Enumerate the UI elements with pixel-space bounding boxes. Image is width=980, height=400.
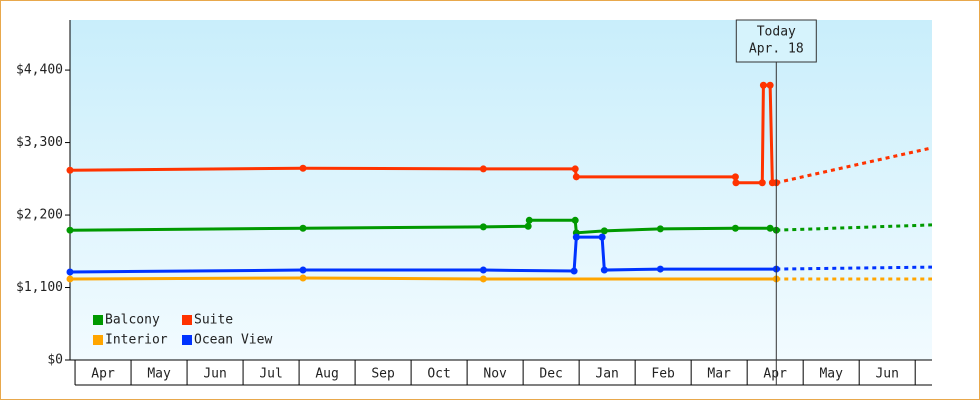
point <box>572 173 580 181</box>
legend-swatch <box>182 315 192 325</box>
today-box <box>735 19 817 63</box>
point <box>299 164 307 172</box>
point <box>524 222 532 230</box>
series-line <box>69 218 777 235</box>
point <box>732 179 740 187</box>
x-tick-label: Dec <box>539 367 562 382</box>
point <box>598 233 606 241</box>
point <box>66 268 74 276</box>
y-tick-label: $2,200 <box>16 208 63 223</box>
today-label: Apr. 18 <box>749 42 804 57</box>
point <box>525 216 533 224</box>
point <box>758 179 766 187</box>
legend-label: Suite <box>194 313 233 328</box>
point <box>731 224 739 232</box>
point <box>66 166 74 174</box>
x-tick-label: Feb <box>651 367 675 382</box>
point <box>600 227 608 235</box>
plot-area <box>70 20 932 360</box>
legend-swatch <box>93 335 103 345</box>
forecast-line <box>775 146 933 185</box>
point <box>766 224 774 232</box>
point <box>479 223 487 231</box>
forecast-line <box>776 223 933 232</box>
y-tick-label: $1,100 <box>16 280 63 295</box>
point <box>571 216 579 224</box>
x-tick-label: Sep <box>371 367 395 382</box>
y-tick-label: $4,400 <box>16 63 63 78</box>
point <box>572 233 580 241</box>
legend-swatch <box>182 335 192 345</box>
point <box>766 81 774 89</box>
point <box>656 225 664 233</box>
x-tick-label: Jun <box>875 367 898 382</box>
x-tick-label: Jul <box>259 367 282 382</box>
point <box>66 275 74 283</box>
point <box>299 266 307 274</box>
x-tick-label: Oct <box>427 367 450 382</box>
x-tick-label: May <box>819 367 843 382</box>
legend-label: Interior <box>105 333 168 348</box>
x-tick-label: May <box>147 367 171 382</box>
series-line <box>69 276 777 281</box>
legend-swatch <box>93 315 103 325</box>
point <box>571 165 579 173</box>
legend-label: Balcony <box>105 313 160 328</box>
point <box>479 266 487 274</box>
x-tick-label: Jan <box>595 367 618 382</box>
x-tick-label: Mar <box>707 367 731 382</box>
x-tick-label: Jun <box>203 367 226 382</box>
point <box>479 275 487 283</box>
point <box>299 224 307 232</box>
point <box>759 81 767 89</box>
forecast-line <box>776 265 933 271</box>
point <box>600 266 608 274</box>
point <box>656 265 664 273</box>
point <box>479 165 487 173</box>
x-tick-label: Aug <box>315 367 338 382</box>
x-tick-label: Apr <box>91 367 115 382</box>
x-tick-label: Nov <box>483 367 507 382</box>
point <box>731 173 739 181</box>
point <box>299 274 307 282</box>
point <box>66 226 74 234</box>
legend-label: Ocean View <box>194 333 272 348</box>
y-tick-label: $3,300 <box>16 135 63 150</box>
point <box>570 267 578 275</box>
y-tick-label: $0 <box>47 353 63 368</box>
today-label: Today <box>757 25 796 40</box>
x-tick-label: Apr <box>763 367 787 382</box>
